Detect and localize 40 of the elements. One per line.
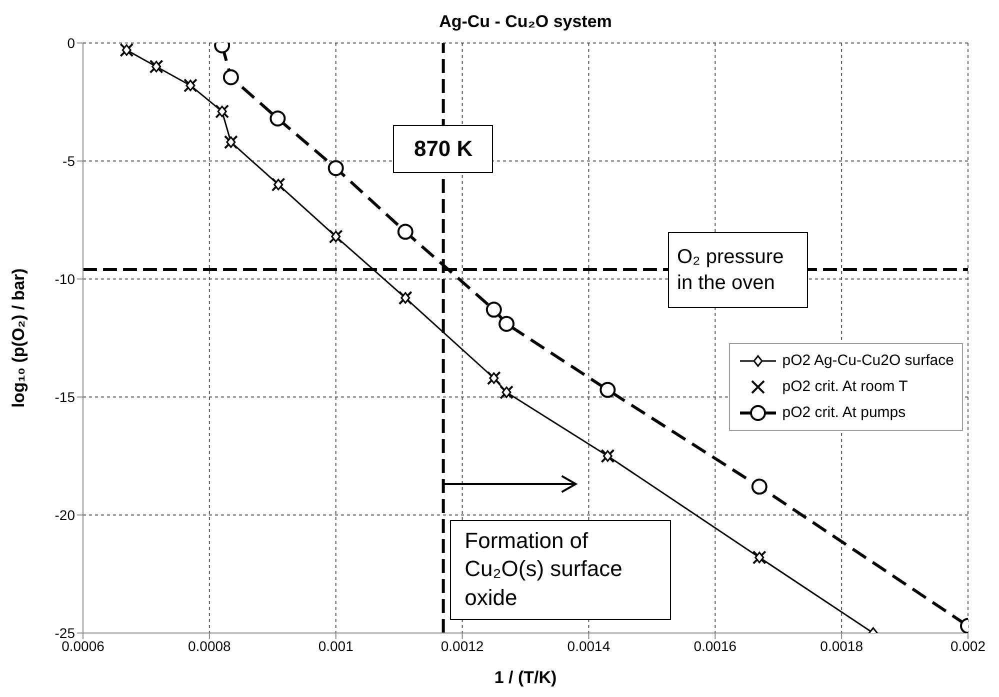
point xyxy=(122,44,132,56)
x-tick-label: 0.002 xyxy=(950,638,986,654)
y-tick-label: -20 xyxy=(54,506,76,523)
point xyxy=(222,69,239,86)
legend-label: pO2 crit. At pumps xyxy=(782,404,906,422)
y-tick-label: -10 xyxy=(54,270,76,287)
point xyxy=(186,80,196,92)
point xyxy=(226,136,236,148)
point xyxy=(328,160,344,176)
point xyxy=(270,110,286,127)
point xyxy=(486,302,502,318)
legend-label: pO2 Ag-Cu-Cu2O surface xyxy=(782,352,954,370)
point xyxy=(183,78,198,92)
y-tick-label: 0 xyxy=(67,34,76,51)
y-tick-label: -15 xyxy=(54,388,76,405)
point xyxy=(274,178,284,190)
point xyxy=(397,224,414,240)
ref-line-label: 870 K xyxy=(393,125,494,173)
point xyxy=(751,478,768,495)
y-tick-label: -5 xyxy=(62,152,76,169)
annotation: Formation of Cu₂O(s) surface oxide xyxy=(450,520,671,620)
ref-line-label: O₂ pressure in the oven xyxy=(668,232,808,308)
point xyxy=(602,450,612,462)
point xyxy=(489,372,499,384)
x-tick-label: 0.0016 xyxy=(694,638,737,654)
x-tick-label: 0.0012 xyxy=(440,638,484,654)
point xyxy=(754,552,764,564)
x-tick-label: 0.001 xyxy=(318,638,354,654)
x-axis-title: 1 / (T/K) xyxy=(494,668,557,687)
y-axis-title: log₁₀ (p(O₂) / bar) xyxy=(9,268,28,408)
point xyxy=(498,316,515,332)
point xyxy=(217,106,227,118)
x-tick-label: 0.0008 xyxy=(188,638,232,654)
x-tick-label: 0.0018 xyxy=(820,638,864,654)
point xyxy=(400,292,410,304)
point xyxy=(331,230,341,242)
legend-label: pO2 crit. At room T xyxy=(782,378,908,396)
chart-title: Ag-Cu - Cu₂O system xyxy=(438,12,613,32)
x-tick-label: 0.0014 xyxy=(567,638,610,654)
point xyxy=(600,382,616,398)
